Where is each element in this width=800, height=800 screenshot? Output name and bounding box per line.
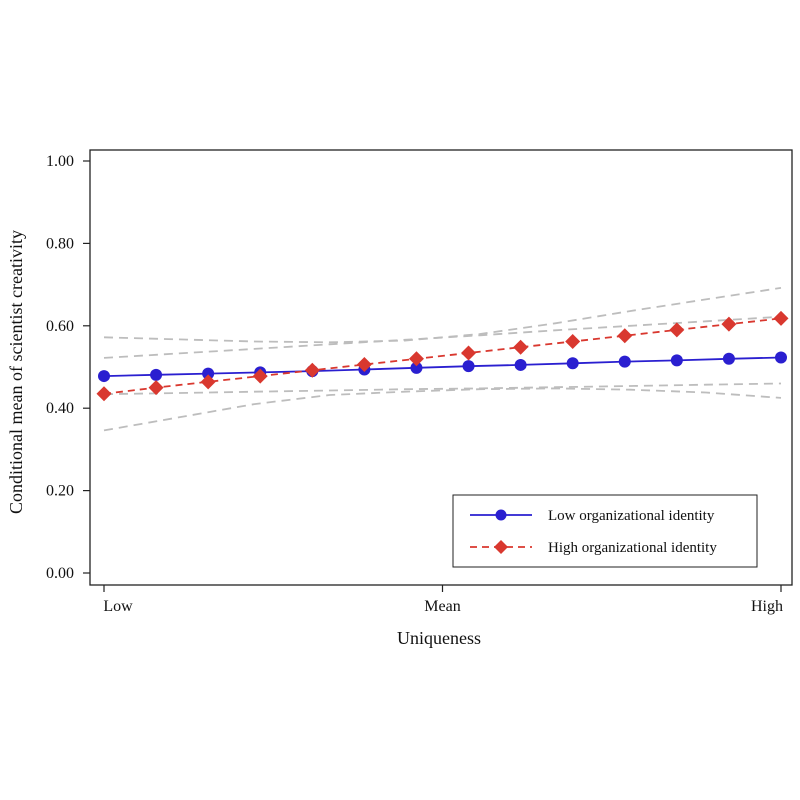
data-point-0-0 bbox=[98, 370, 110, 383]
confidence-band-upper-0 bbox=[103, 315, 782, 359]
data-point-0-8 bbox=[514, 358, 527, 371]
confidence-band-lower-1 bbox=[103, 387, 782, 432]
y-tick-label-3: 0.60 bbox=[46, 318, 74, 335]
data-point-0-1 bbox=[150, 368, 163, 381]
data-point-1-13 bbox=[773, 310, 789, 326]
data-point-1-2 bbox=[200, 374, 216, 390]
y-tick-label-0: 0.00 bbox=[46, 565, 74, 582]
legend: Low organizational identity High organiz… bbox=[452, 494, 758, 568]
data-point-1-7 bbox=[461, 345, 477, 361]
data-point-1-6 bbox=[408, 351, 424, 367]
data-point-0-10 bbox=[618, 355, 631, 368]
data-point-1-11 bbox=[669, 322, 685, 338]
data-point-0-7 bbox=[462, 360, 475, 373]
data-point-1-1 bbox=[148, 380, 164, 396]
data-point-1-12 bbox=[721, 316, 737, 332]
legend-label-low: Low organizational identity bbox=[548, 508, 715, 524]
data-point-1-8 bbox=[513, 339, 529, 355]
data-point-0-11 bbox=[670, 354, 683, 367]
plot-frame bbox=[89, 149, 793, 586]
x-axis-title: Uniqueness bbox=[397, 628, 481, 648]
legend-marker-0 bbox=[495, 509, 507, 521]
x-tick-label-1: Mean bbox=[424, 598, 460, 615]
series-markers bbox=[96, 310, 789, 402]
x-tick-label-0: Low bbox=[103, 598, 133, 615]
series-line-1 bbox=[103, 317, 782, 395]
y-tick-label-1: 0.20 bbox=[46, 483, 74, 500]
confidence-band-lower-0 bbox=[103, 382, 782, 396]
series-line-0 bbox=[103, 356, 782, 377]
x-tick-label-2: High bbox=[751, 598, 783, 615]
data-point-1-10 bbox=[617, 328, 633, 344]
data-point-0-12 bbox=[722, 352, 735, 365]
confidence-band-upper-1 bbox=[103, 287, 782, 344]
legend-box bbox=[452, 494, 758, 568]
x-axis: Low Mean High bbox=[103, 585, 783, 615]
y-tick-label-4: 0.80 bbox=[46, 235, 74, 252]
data-point-0-6 bbox=[410, 361, 423, 374]
y-tick-label-5: 1.00 bbox=[46, 153, 74, 170]
data-point-0-13 bbox=[775, 351, 787, 364]
data-point-0-9 bbox=[566, 357, 579, 370]
data-point-1-4 bbox=[304, 362, 320, 378]
data-point-1-9 bbox=[565, 333, 581, 349]
data-point-1-3 bbox=[252, 368, 268, 384]
y-axis: 0.00 0.20 0.40 0.60 0.80 1.00 bbox=[46, 153, 90, 582]
confidence-bands bbox=[103, 287, 782, 432]
data-point-1-5 bbox=[356, 357, 372, 373]
legend-label-high: High organizational identity bbox=[548, 540, 717, 556]
data-point-1-0 bbox=[96, 386, 112, 402]
series-lines bbox=[103, 317, 782, 395]
data-point-0-2 bbox=[202, 367, 215, 380]
y-tick-label-2: 0.40 bbox=[46, 400, 74, 417]
legend-marker-1 bbox=[494, 540, 508, 554]
y-axis-title: Conditional mean of scientist creativity bbox=[6, 230, 26, 514]
